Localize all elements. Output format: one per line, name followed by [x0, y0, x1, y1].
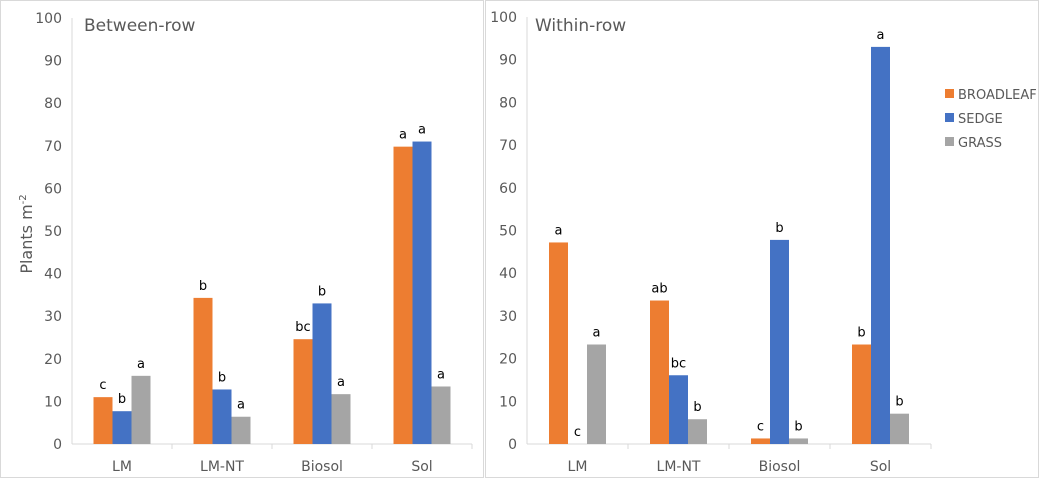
- x-tick-label: Sol: [411, 459, 432, 475]
- significance-letter: b: [895, 395, 903, 410]
- x-tick-label: Biosol: [759, 459, 801, 475]
- legend-label: SEDGE: [958, 112, 1003, 127]
- panel-within-row: [485, 0, 1039, 478]
- y-tick-label: 0: [53, 437, 62, 453]
- legend-swatch-sedge: [945, 113, 954, 122]
- bar-broadleaf: [193, 297, 213, 444]
- y-tick-label: 70: [499, 138, 517, 154]
- x-tick-label: LM: [568, 459, 588, 475]
- x-tick-label: LM: [112, 459, 132, 475]
- significance-letter: b: [857, 326, 865, 341]
- significance-letter: bc: [295, 320, 310, 335]
- bar-sedge: [669, 375, 688, 444]
- bar-sedge: [770, 239, 789, 444]
- significance-letter: a: [137, 357, 145, 372]
- y-tick-label: 90: [499, 53, 517, 69]
- significance-letter: a: [877, 28, 885, 43]
- significance-letter: b: [318, 284, 326, 299]
- significance-letter: b: [794, 419, 802, 434]
- x-tick-label: LM-NT: [200, 459, 244, 475]
- bar-broadleaf: [852, 344, 871, 444]
- significance-letter: c: [99, 378, 106, 393]
- bar-grass: [131, 375, 151, 444]
- bar-grass: [331, 394, 351, 444]
- bar-grass: [688, 419, 707, 444]
- x-tick-label: Sol: [870, 459, 891, 475]
- significance-letter: a: [437, 367, 445, 382]
- legend-swatch-broadleaf: [945, 89, 954, 98]
- y-tick-label: 70: [44, 139, 62, 155]
- significance-letter: b: [775, 221, 783, 236]
- y-tick-label: 50: [499, 224, 517, 240]
- legend-swatch-grass: [945, 137, 954, 146]
- y-tick-label: 80: [499, 95, 517, 111]
- significance-letter: b: [693, 400, 701, 415]
- bar-sedge: [212, 389, 232, 444]
- y-tick-label: 100: [490, 10, 517, 26]
- bar-grass: [789, 438, 808, 444]
- y-tick-label: 80: [44, 96, 62, 112]
- y-tick-label: 20: [44, 352, 62, 368]
- y-tick-label: 60: [44, 181, 62, 197]
- significance-letter: ab: [651, 282, 667, 297]
- chart-title-within-row: Within-row: [535, 16, 626, 36]
- bar-grass: [231, 416, 251, 444]
- significance-letter: b: [199, 279, 207, 294]
- y-tick-label: 60: [499, 181, 517, 197]
- y-tick-label: 40: [44, 267, 62, 283]
- bar-sedge: [112, 411, 132, 444]
- y-tick-label: 30: [499, 309, 517, 325]
- bar-sedge: [412, 141, 432, 445]
- significance-letter: a: [593, 326, 601, 341]
- y-tick-label: 30: [44, 309, 62, 325]
- y-tick-label: 10: [44, 394, 62, 410]
- bar-broadleaf: [393, 146, 413, 445]
- significance-letter: c: [574, 425, 581, 440]
- y-tick-label: 20: [499, 352, 517, 368]
- y-tick-label: 10: [499, 394, 517, 410]
- y-tick-label: 100: [35, 11, 62, 27]
- bar-sedge: [312, 303, 332, 444]
- bar-grass: [431, 386, 451, 444]
- chart-title-between-row: Between-row: [84, 16, 196, 36]
- significance-letter: a: [337, 375, 345, 390]
- y-axis-label: Plants m-2: [17, 194, 36, 273]
- significance-letter: b: [118, 392, 126, 407]
- bar-broadleaf: [650, 300, 669, 444]
- y-tick-label: 90: [44, 54, 62, 70]
- significance-letter: bc: [671, 356, 686, 371]
- significance-letter: c: [757, 419, 764, 434]
- legend-label: GRASS: [958, 136, 1002, 151]
- y-tick-label: 50: [44, 224, 62, 240]
- x-tick-label: LM-NT: [657, 459, 701, 475]
- significance-letter: a: [399, 128, 407, 143]
- significance-letter: a: [555, 223, 563, 238]
- bar-grass: [587, 344, 606, 444]
- bar-broadleaf: [549, 242, 568, 444]
- bar-broadleaf: [751, 438, 770, 444]
- significance-letter: a: [237, 398, 245, 413]
- significance-letter: a: [418, 123, 426, 138]
- bar-broadleaf: [293, 339, 313, 444]
- legend-label: BROADLEAF: [958, 88, 1037, 103]
- x-tick-label: Biosol: [301, 459, 343, 475]
- bar-sedge: [871, 46, 890, 444]
- y-tick-label: 40: [499, 266, 517, 282]
- y-tick-label: 0: [508, 437, 517, 453]
- significance-letter: b: [218, 370, 226, 385]
- bar-broadleaf: [93, 397, 113, 444]
- bar-grass: [890, 413, 909, 444]
